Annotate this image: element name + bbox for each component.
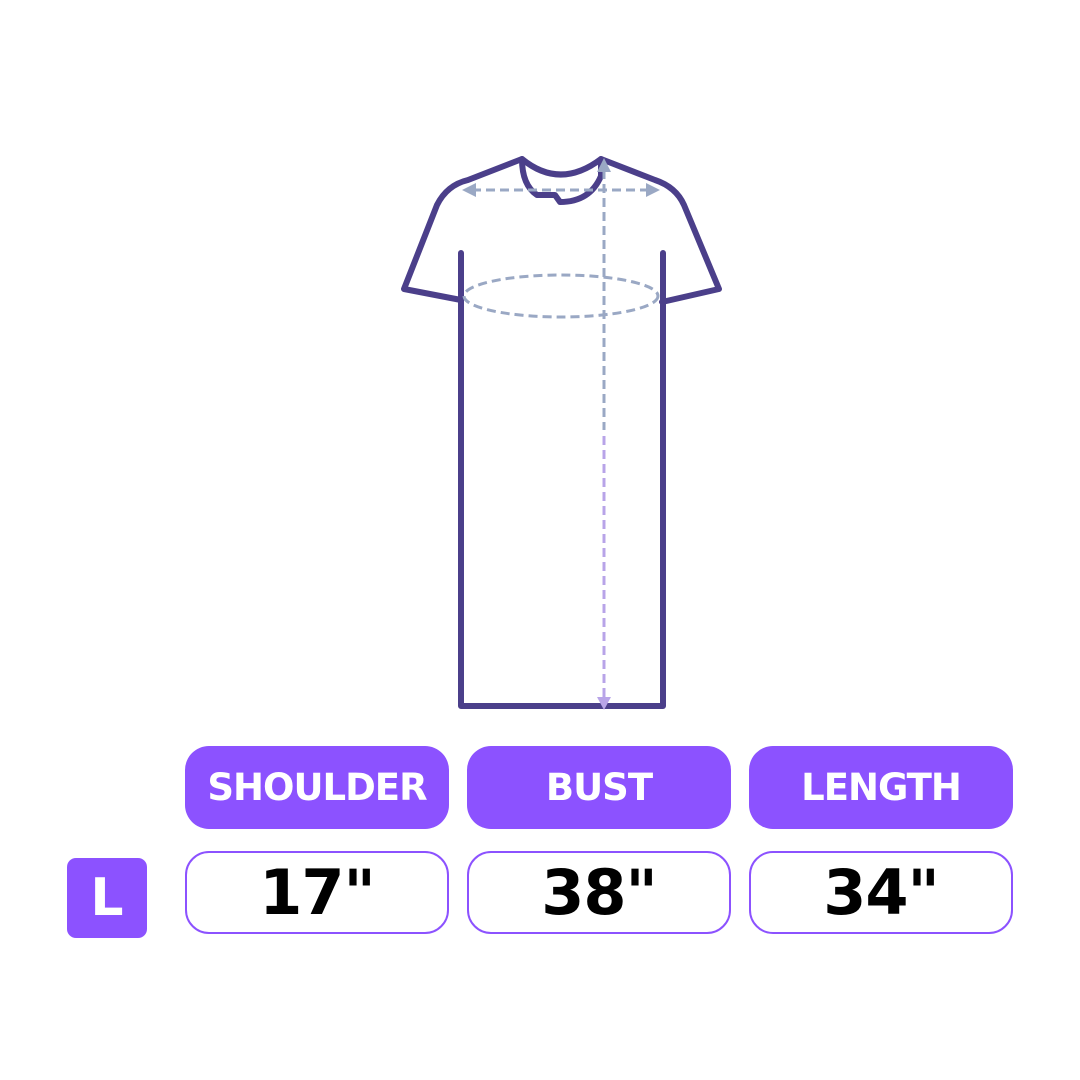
bust-header: BUST [467, 746, 731, 829]
shoulder-measure-arrow [462, 183, 660, 197]
length-value: 34" [749, 851, 1013, 934]
tshirt-outline [401, 156, 722, 709]
shoulder-header: SHOULDER [185, 746, 449, 829]
length-measure-arrow [597, 158, 611, 710]
tshirt-diagram [401, 156, 722, 710]
bust-measure-ellipse [462, 273, 660, 319]
length-header: LENGTH [749, 746, 1013, 829]
bust-value: 38" [467, 851, 731, 934]
size-badge: L [67, 858, 147, 938]
shoulder-value: 17" [185, 851, 449, 934]
